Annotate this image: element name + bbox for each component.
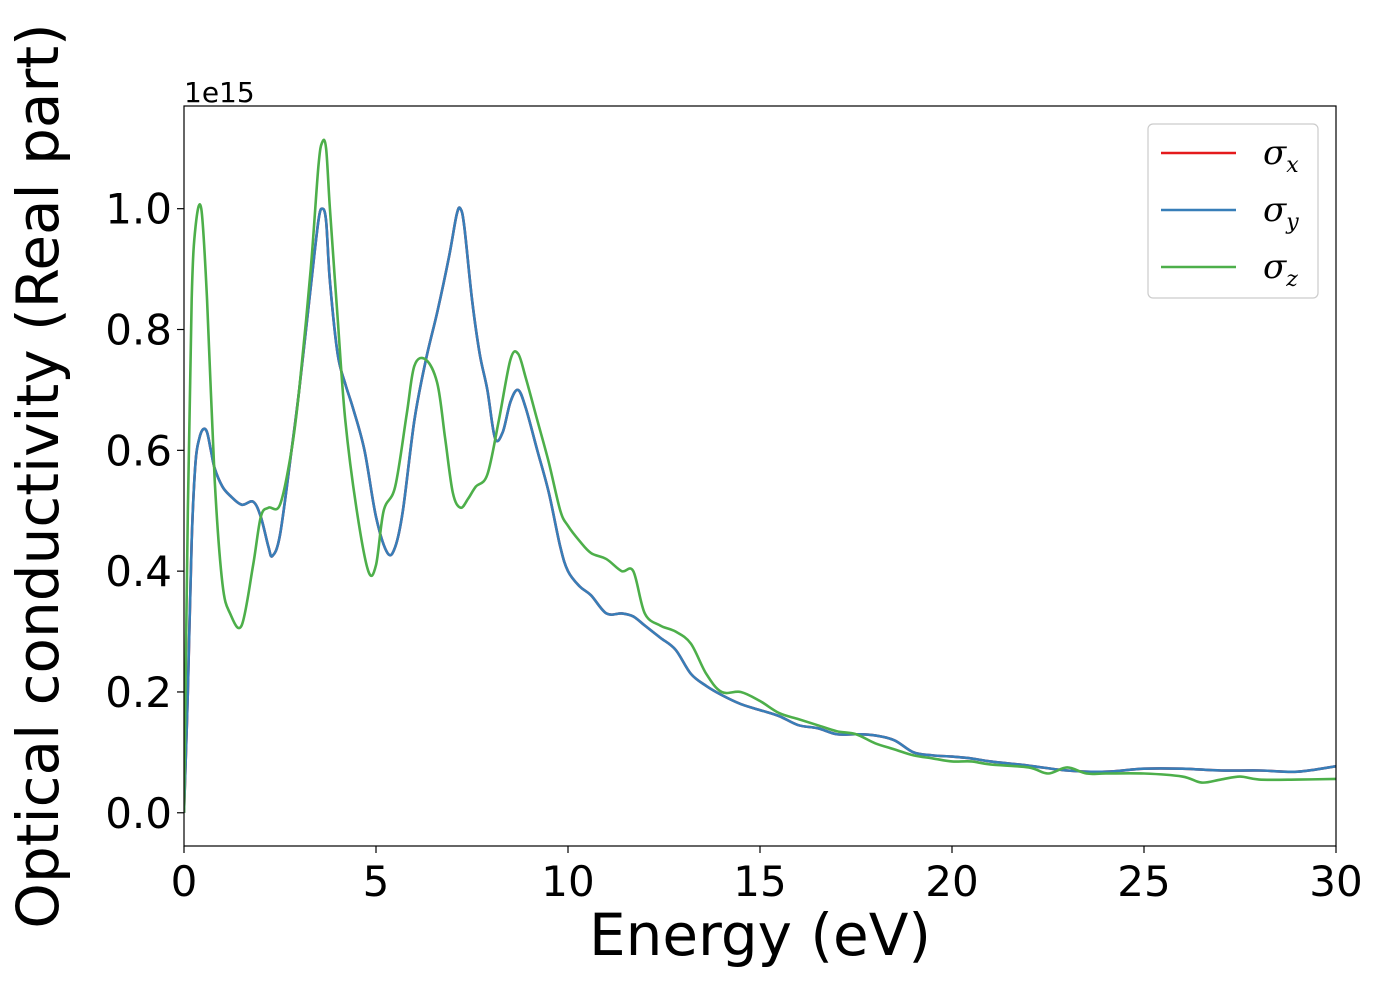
series-lines — [184, 138, 1336, 813]
sigma-y-line — [184, 206, 1336, 813]
legend: σx σy σz — [1147, 123, 1319, 299]
x-tick-label: 20 — [925, 857, 978, 906]
x-tick-label: 25 — [1117, 857, 1170, 906]
x-tick-label: 10 — [541, 857, 594, 906]
y-tick-label: 1.0 — [105, 185, 172, 234]
y-tick-label: 0.6 — [105, 426, 172, 475]
sigma-z-line — [184, 138, 1336, 813]
y-tick-label: 0.2 — [105, 668, 172, 717]
axes: 0 5 10 15 20 25 30 0.0 0.2 0.4 0.6 0.8 1.0 — [105, 105, 1363, 906]
legend-entry-sigma-x: σx — [1161, 133, 1299, 178]
y-tick-label: 0.8 — [105, 306, 172, 355]
x-tick-label: 0 — [171, 857, 198, 906]
plot-background — [184, 106, 1336, 846]
y-offset-label: 1e15 — [184, 76, 255, 109]
y-tick-label: 0.4 — [105, 547, 172, 596]
legend-label: σy — [1263, 190, 1299, 235]
x-axis-title: Energy (eV) — [589, 901, 931, 969]
y-axis-title: Optical conductivity (Real part) — [4, 23, 72, 928]
x-tick-label: 5 — [363, 857, 390, 906]
y-tick-label: 0.0 — [105, 789, 172, 838]
x-tick-label: 15 — [733, 857, 786, 906]
legend-entry-sigma-y: σy — [1161, 190, 1299, 235]
x-tick-label: 30 — [1309, 857, 1362, 906]
legend-label: σz — [1263, 247, 1298, 292]
legend-label: σx — [1263, 133, 1299, 178]
legend-entry-sigma-z: σz — [1161, 247, 1298, 292]
plot-area — [184, 106, 1336, 846]
